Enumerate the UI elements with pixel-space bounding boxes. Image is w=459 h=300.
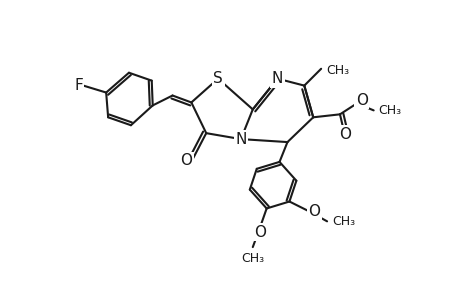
Text: O: O (338, 127, 350, 142)
Text: O: O (253, 225, 265, 240)
Text: O: O (308, 204, 319, 219)
Text: CH₃: CH₃ (378, 104, 401, 117)
Text: O: O (355, 93, 367, 108)
Text: O: O (180, 153, 192, 168)
Text: S: S (213, 71, 223, 86)
Text: CH₃: CH₃ (331, 215, 354, 228)
Text: CH₃: CH₃ (241, 252, 264, 265)
Text: CH₃: CH₃ (325, 64, 348, 77)
Text: N: N (235, 132, 246, 147)
Text: F: F (74, 78, 83, 93)
Text: N: N (271, 71, 283, 86)
